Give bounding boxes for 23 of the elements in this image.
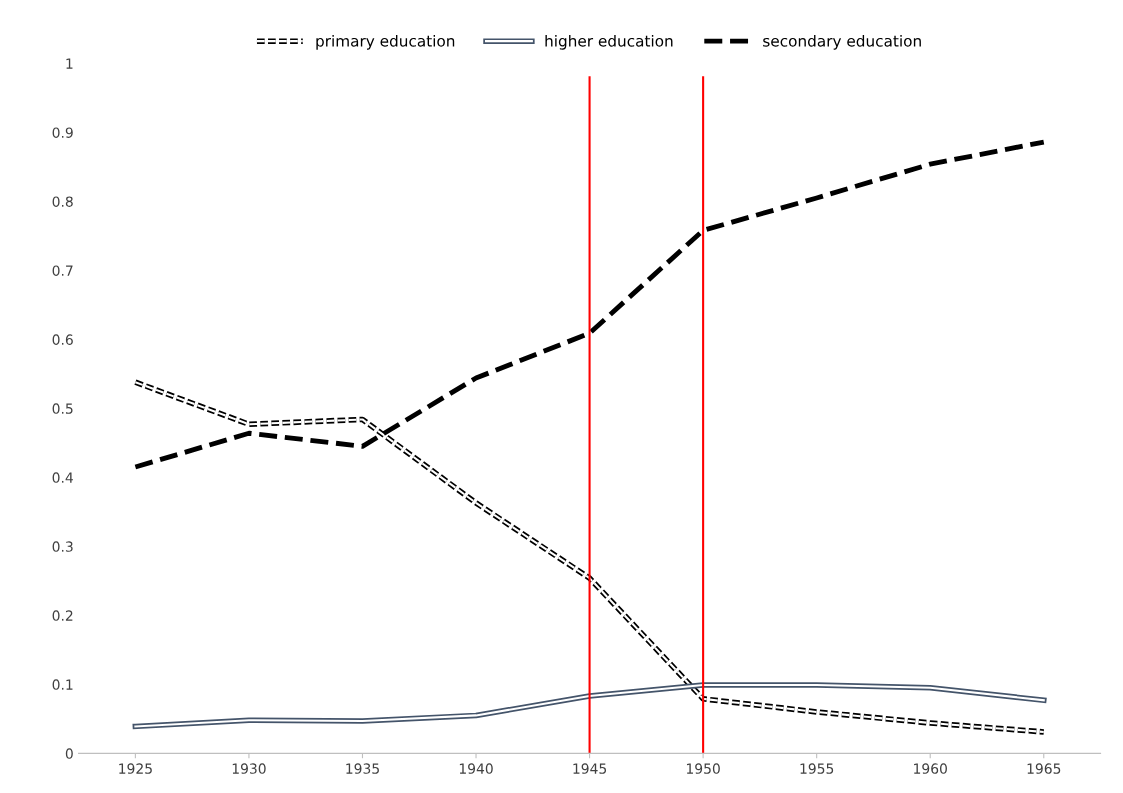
- legend-label: secondary education: [763, 34, 921, 50]
- x-tick-label: 1965: [1027, 763, 1061, 774]
- y-tick-label: 0.5: [52, 403, 73, 414]
- y-tick-label: 0.9: [52, 127, 73, 138]
- y-tick-label: 0.2: [52, 610, 73, 621]
- x-tick-label: 1950: [686, 763, 720, 774]
- x-tick-label: 1925: [119, 763, 152, 774]
- x-tick-label: 1960: [914, 763, 947, 774]
- y-tick-label: 0: [65, 748, 73, 759]
- y-tick-label: 0.3: [52, 541, 73, 552]
- y-tick-label: 0.6: [52, 334, 73, 345]
- y-tick-label: 0.7: [52, 265, 73, 276]
- x-tick-label: 1945: [573, 763, 607, 774]
- y-tick-label: 0.8: [52, 196, 73, 207]
- x-tick-label: 1955: [800, 763, 834, 774]
- y-tick-label: 0.4: [52, 472, 73, 483]
- legend-label: higher education: [545, 34, 673, 50]
- x-tick-label: 1935: [346, 763, 379, 774]
- legend-label: primary education: [316, 34, 455, 50]
- y-tick-label: 1: [66, 58, 73, 69]
- x-tick-label: 1940: [459, 763, 493, 774]
- y-tick-label: 0.1: [52, 679, 73, 690]
- x-tick-label: 1930: [232, 763, 266, 774]
